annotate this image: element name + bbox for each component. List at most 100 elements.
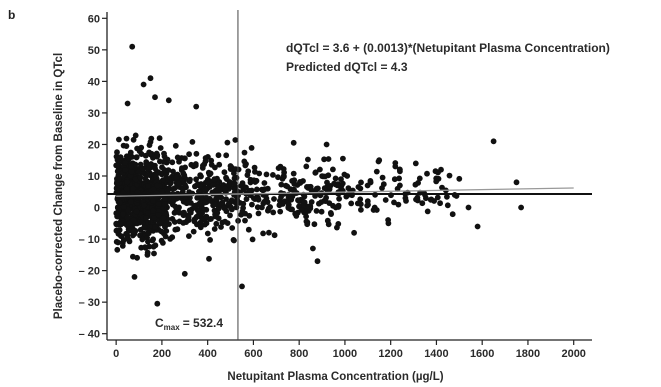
- data-point: [150, 207, 157, 214]
- data-point: [122, 167, 129, 173]
- data-point: [114, 246, 121, 253]
- data-point: [317, 166, 323, 173]
- data-point: [117, 154, 124, 161]
- data-point: [231, 237, 237, 244]
- data-point: [124, 100, 131, 107]
- data-point: [305, 156, 311, 163]
- data-point: [326, 183, 332, 190]
- data-point: [260, 200, 267, 207]
- data-point: [313, 208, 320, 214]
- data-point: [202, 187, 209, 194]
- data-point: [123, 135, 130, 142]
- data-point: [222, 185, 229, 192]
- data-point: [124, 214, 131, 221]
- data-point: [162, 222, 169, 229]
- data-point: [125, 206, 131, 213]
- data-point: [242, 217, 248, 224]
- cmax-symbol: C: [155, 316, 164, 330]
- data-point: [279, 201, 286, 207]
- data-point: [208, 198, 214, 205]
- data-point: [142, 175, 149, 182]
- data-point: [245, 168, 252, 175]
- y-tick-label: – 10: [79, 234, 100, 246]
- data-point: [164, 187, 171, 194]
- data-point: [332, 204, 339, 211]
- data-point: [243, 196, 250, 203]
- x-tick-label: 400: [198, 348, 216, 360]
- data-point: [336, 195, 342, 202]
- data-point: [203, 213, 210, 220]
- data-point: [208, 157, 215, 164]
- x-tick-label: 1600: [470, 348, 494, 360]
- data-point: [357, 196, 364, 203]
- data-point: [249, 201, 255, 208]
- data-point: [138, 151, 145, 158]
- data-point: [256, 170, 263, 177]
- data-point: [182, 182, 189, 189]
- data-point: [229, 225, 236, 231]
- data-point: [167, 236, 174, 242]
- data-point: [180, 170, 187, 177]
- data-point: [364, 182, 371, 189]
- data-point: [310, 245, 316, 252]
- data-points: [113, 43, 524, 307]
- data-point: [117, 199, 123, 206]
- data-point: [122, 159, 129, 166]
- data-point: [246, 212, 253, 219]
- data-point: [116, 136, 122, 143]
- data-point: [154, 300, 161, 307]
- data-point: [206, 171, 213, 178]
- data-point: [316, 200, 322, 207]
- data-point: [444, 193, 450, 200]
- data-point: [446, 172, 453, 179]
- data-point: [152, 173, 159, 180]
- y-tick-label: 50: [88, 45, 100, 57]
- data-point: [148, 135, 155, 142]
- data-point: [114, 187, 121, 194]
- data-point: [138, 244, 145, 251]
- data-point: [239, 283, 245, 290]
- data-point: [358, 179, 364, 186]
- data-point: [224, 139, 231, 146]
- data-point: [210, 182, 217, 188]
- data-point: [449, 211, 456, 218]
- data-point: [397, 182, 403, 189]
- data-point: [159, 164, 165, 171]
- data-point: [227, 163, 234, 169]
- data-point: [125, 237, 132, 243]
- data-point: [223, 208, 230, 215]
- data-point: [120, 142, 127, 149]
- data-point: [169, 186, 176, 193]
- data-point: [148, 150, 155, 157]
- data-point: [158, 237, 165, 244]
- data-point: [211, 226, 218, 232]
- data-point: [118, 233, 124, 239]
- data-point: [189, 139, 196, 145]
- data-point: [327, 210, 334, 216]
- data-point: [278, 194, 284, 201]
- data-point: [402, 195, 409, 202]
- data-point: [130, 253, 136, 260]
- data-point: [232, 166, 239, 173]
- data-point: [191, 202, 198, 209]
- data-point: [172, 203, 179, 210]
- data-point: [312, 169, 319, 176]
- data-point: [206, 255, 212, 262]
- data-point: [295, 197, 301, 204]
- y-tick-label: 0: [94, 203, 100, 215]
- data-point: [212, 213, 219, 220]
- data-point: [193, 103, 200, 110]
- data-point: [518, 204, 524, 211]
- data-point: [238, 183, 245, 189]
- data-point: [165, 167, 172, 174]
- data-point: [270, 209, 277, 216]
- regression-line: [116, 187, 574, 197]
- data-point: [145, 210, 152, 217]
- data-point: [165, 97, 172, 104]
- data-point: [231, 180, 238, 187]
- data-point: [490, 138, 497, 145]
- x-tick-label: 800: [290, 348, 308, 360]
- data-point: [182, 164, 189, 171]
- data-point: [261, 180, 268, 186]
- data-point: [243, 184, 249, 191]
